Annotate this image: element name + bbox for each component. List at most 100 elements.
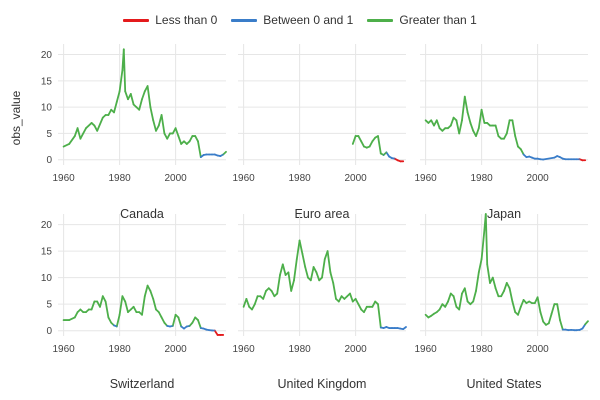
data-point bbox=[163, 132, 165, 135]
series-segment bbox=[191, 316, 197, 324]
data-point bbox=[542, 158, 544, 161]
data-point bbox=[141, 98, 143, 100]
data-point bbox=[405, 326, 407, 328]
data-point bbox=[169, 325, 171, 328]
data-point bbox=[562, 158, 564, 160]
data-point bbox=[315, 271, 317, 273]
data-point bbox=[208, 153, 210, 156]
data-point bbox=[77, 311, 79, 313]
series-segment bbox=[477, 258, 483, 274]
data-point bbox=[313, 266, 315, 268]
series-segment bbox=[354, 297, 360, 306]
data-point bbox=[124, 300, 126, 303]
series-segment bbox=[455, 119, 461, 135]
data-point bbox=[464, 287, 466, 289]
data-point bbox=[374, 137, 376, 139]
data-point bbox=[489, 282, 491, 284]
series-segment bbox=[113, 100, 118, 114]
series-segment bbox=[503, 282, 508, 292]
data-point bbox=[537, 158, 539, 160]
data-point bbox=[509, 287, 511, 289]
data-point bbox=[556, 303, 558, 305]
data-point bbox=[483, 229, 485, 231]
data-point bbox=[553, 303, 556, 305]
series-segment bbox=[107, 108, 113, 116]
data-point bbox=[581, 159, 584, 161]
data-point bbox=[102, 295, 104, 297]
data-point bbox=[509, 119, 511, 121]
x-tick-label: 1980 bbox=[470, 344, 493, 355]
series-segment bbox=[124, 90, 129, 101]
legend-swatch bbox=[123, 18, 150, 22]
series-segment bbox=[68, 135, 76, 145]
data-point bbox=[135, 311, 137, 313]
data-point bbox=[458, 308, 460, 311]
data-point bbox=[329, 271, 331, 273]
y-tick-label: 10 bbox=[41, 273, 53, 284]
x-tick-label: 2000 bbox=[164, 344, 187, 355]
data-point bbox=[324, 258, 326, 260]
series-segment bbox=[115, 90, 121, 103]
series-segment bbox=[174, 127, 180, 137]
data-point bbox=[200, 156, 202, 158]
y-tick-label: 5 bbox=[46, 129, 52, 140]
data-point bbox=[485, 213, 487, 215]
data-point bbox=[116, 101, 118, 103]
data-point bbox=[127, 311, 129, 313]
data-point bbox=[363, 145, 365, 148]
x-tick-label: 1980 bbox=[108, 344, 131, 355]
data-point bbox=[511, 300, 513, 303]
series-segment bbox=[491, 276, 497, 290]
series-segment bbox=[152, 297, 157, 311]
data-point bbox=[276, 292, 278, 295]
data-point bbox=[453, 117, 455, 119]
data-point bbox=[222, 334, 224, 336]
data-point bbox=[180, 143, 182, 145]
data-point bbox=[385, 326, 387, 328]
data-point bbox=[107, 316, 109, 319]
data-point bbox=[158, 311, 160, 313]
series-segment bbox=[177, 316, 183, 328]
data-point bbox=[511, 119, 513, 121]
data-point bbox=[352, 143, 354, 145]
facet-title: United Kingdom bbox=[278, 377, 367, 391]
data-point bbox=[203, 327, 205, 330]
data-point bbox=[355, 298, 357, 300]
data-point bbox=[495, 124, 497, 127]
series-segment bbox=[449, 116, 455, 127]
y-tick-label: 15 bbox=[41, 247, 53, 258]
data-point bbox=[299, 239, 301, 242]
series-segment bbox=[194, 135, 199, 143]
series-segment bbox=[222, 150, 227, 156]
data-point bbox=[433, 124, 435, 127]
data-point bbox=[82, 311, 84, 313]
data-point bbox=[371, 140, 373, 142]
data-point bbox=[211, 329, 213, 332]
data-point bbox=[327, 250, 329, 252]
data-point bbox=[425, 119, 427, 121]
series-segment bbox=[466, 111, 472, 124]
data-point bbox=[464, 96, 466, 98]
x-tick-label: 1960 bbox=[52, 344, 75, 355]
data-point bbox=[441, 130, 443, 132]
data-point bbox=[520, 148, 522, 150]
data-point bbox=[430, 315, 432, 317]
data-point bbox=[497, 295, 499, 297]
data-point bbox=[85, 127, 87, 129]
data-point bbox=[74, 316, 76, 319]
data-point bbox=[570, 329, 572, 331]
data-point bbox=[273, 295, 275, 297]
series-segment bbox=[461, 95, 466, 122]
data-point bbox=[158, 124, 160, 127]
data-point bbox=[304, 266, 306, 268]
data-point bbox=[388, 155, 390, 158]
data-point bbox=[573, 158, 575, 160]
data-point bbox=[243, 306, 245, 308]
data-point bbox=[169, 132, 171, 135]
series-segment bbox=[149, 290, 155, 300]
data-point bbox=[110, 322, 112, 324]
series-segment bbox=[326, 250, 332, 274]
data-point bbox=[349, 292, 351, 295]
data-point bbox=[383, 327, 385, 329]
data-point bbox=[486, 122, 488, 124]
